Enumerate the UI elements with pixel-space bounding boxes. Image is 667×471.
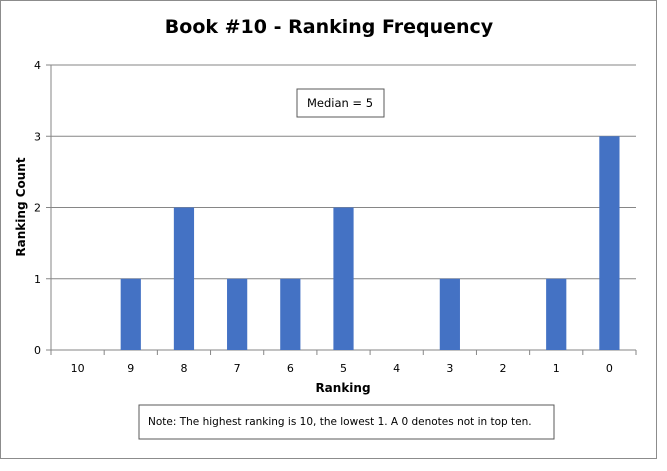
y-tick-label: 0 <box>34 344 41 357</box>
bar-0 <box>599 136 620 350</box>
y-axis-title: Ranking Count <box>14 157 28 256</box>
x-tick-label: 7 <box>234 362 241 375</box>
x-tick-label: 10 <box>71 362 85 375</box>
bars <box>120 136 620 350</box>
x-tick-label: 0 <box>606 362 613 375</box>
note-annotation: Note: The highest ranking is 10, the low… <box>138 404 555 440</box>
x-tick-label: 2 <box>500 362 507 375</box>
median-box <box>296 88 385 118</box>
x-tick-label: 1 <box>553 362 560 375</box>
bar-6 <box>280 278 301 350</box>
x-tick-labels: 10 9 8 7 6 5 4 3 2 1 0 <box>71 362 613 375</box>
bar-9 <box>120 278 141 350</box>
x-tick-label: 6 <box>287 362 294 375</box>
note-box <box>138 404 555 440</box>
y-tick-label: 2 <box>34 202 41 215</box>
y-tick-label: 3 <box>34 130 41 143</box>
y-tick-label: 4 <box>34 59 41 72</box>
median-annotation: Median = 5 <box>296 88 385 118</box>
bar-1 <box>546 278 567 350</box>
x-axis-title: Ranking <box>315 381 370 395</box>
bar-8 <box>173 207 195 350</box>
x-tick-label: 3 <box>446 362 453 375</box>
chart-frame <box>0 0 657 459</box>
x-tick-label: 5 <box>340 362 347 375</box>
chart-title: Book #10 - Ranking Frequency <box>165 16 494 38</box>
note-label: Note: The highest ranking is 10, the low… <box>148 416 532 428</box>
y-tick-labels: 0 1 2 3 4 <box>34 59 41 357</box>
x-tick-label: 4 <box>393 362 400 375</box>
bar-7 <box>227 278 248 350</box>
bar-3 <box>439 278 460 350</box>
y-tick-label: 1 <box>34 273 41 286</box>
x-tick-label: 9 <box>127 362 134 375</box>
x-tick-label: 8 <box>180 362 187 375</box>
bar-5 <box>333 207 354 350</box>
median-label: Median = 5 <box>307 96 373 110</box>
